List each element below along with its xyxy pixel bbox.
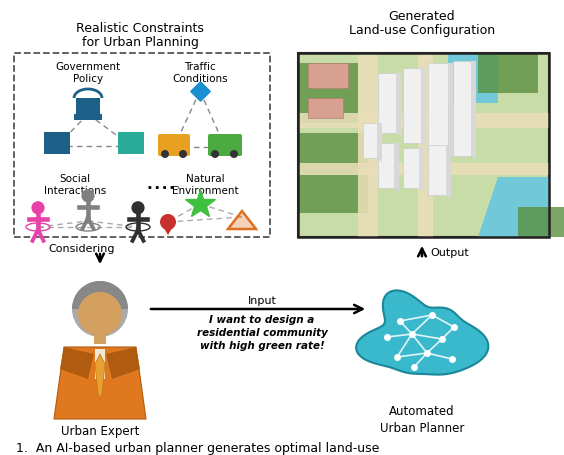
Circle shape [78, 293, 122, 336]
Bar [74, 115, 102, 121]
Text: for Urban Planning: for Urban Planning [82, 36, 199, 49]
Circle shape [160, 214, 176, 231]
Polygon shape [471, 62, 476, 161]
Bar [95, 349, 105, 379]
Bar [453, 62, 471, 157]
Polygon shape [394, 144, 399, 192]
Text: Natural
Environment: Natural Environment [171, 174, 239, 196]
Text: Government
Policy: Government Policy [55, 62, 121, 84]
Text: Realistic Constraints: Realistic Constraints [76, 22, 204, 35]
Bar [14, 54, 270, 238]
Bar [363, 124, 377, 159]
Circle shape [32, 202, 45, 215]
Polygon shape [228, 212, 256, 229]
Text: 1.  An AI-based urban planner generates optimal land-use: 1. An AI-based urban planner generates o… [16, 441, 380, 454]
Text: Traffic
Conditions: Traffic Conditions [172, 62, 228, 84]
Bar [298, 54, 549, 238]
Bar [298, 64, 358, 124]
Polygon shape [106, 347, 140, 379]
Circle shape [230, 151, 238, 159]
Bar [308, 64, 348, 89]
FancyBboxPatch shape [208, 135, 242, 157]
Text: Input: Input [248, 295, 276, 305]
Bar [358, 54, 378, 238]
Text: Urban Expert: Urban Expert [61, 424, 139, 437]
Polygon shape [162, 226, 174, 236]
Bar [378, 74, 396, 134]
Bar [308, 99, 343, 119]
Circle shape [131, 202, 144, 215]
Polygon shape [95, 354, 105, 399]
Polygon shape [478, 177, 549, 238]
Bar [298, 54, 549, 238]
Bar [378, 144, 394, 188]
Bar [418, 54, 433, 238]
Bar [298, 114, 549, 129]
Bar [94, 332, 106, 344]
Circle shape [161, 151, 169, 159]
Bar [298, 134, 368, 213]
Bar [478, 54, 538, 94]
Circle shape [72, 281, 128, 337]
Circle shape [211, 151, 219, 159]
Text: Generated: Generated [389, 10, 455, 23]
Bar [403, 149, 419, 188]
Polygon shape [60, 347, 94, 379]
Bar [44, 133, 70, 155]
Text: Output: Output [430, 248, 469, 258]
Text: Social
Interactions: Social Interactions [44, 174, 106, 196]
Text: Considering: Considering [48, 243, 114, 253]
Bar [403, 69, 421, 144]
Text: Automated
Urban Planner: Automated Urban Planner [380, 404, 464, 434]
Text: I want to design a
residential community
with high green rate!: I want to design a residential community… [197, 314, 328, 351]
Polygon shape [54, 347, 146, 419]
Polygon shape [448, 64, 453, 157]
Bar [118, 133, 144, 155]
Circle shape [179, 151, 187, 159]
Polygon shape [377, 124, 382, 162]
Bar [298, 164, 549, 176]
Polygon shape [448, 54, 498, 104]
Bar [518, 207, 564, 238]
Polygon shape [419, 149, 424, 192]
Circle shape [81, 190, 95, 203]
Polygon shape [356, 291, 488, 375]
Polygon shape [446, 146, 451, 200]
Bar [428, 64, 448, 154]
FancyBboxPatch shape [158, 135, 190, 157]
Bar [428, 146, 446, 196]
Polygon shape [421, 69, 426, 148]
Wedge shape [72, 281, 128, 309]
Text: Land-use Configuration: Land-use Configuration [349, 24, 495, 37]
Bar [76, 99, 100, 115]
Polygon shape [396, 74, 401, 138]
